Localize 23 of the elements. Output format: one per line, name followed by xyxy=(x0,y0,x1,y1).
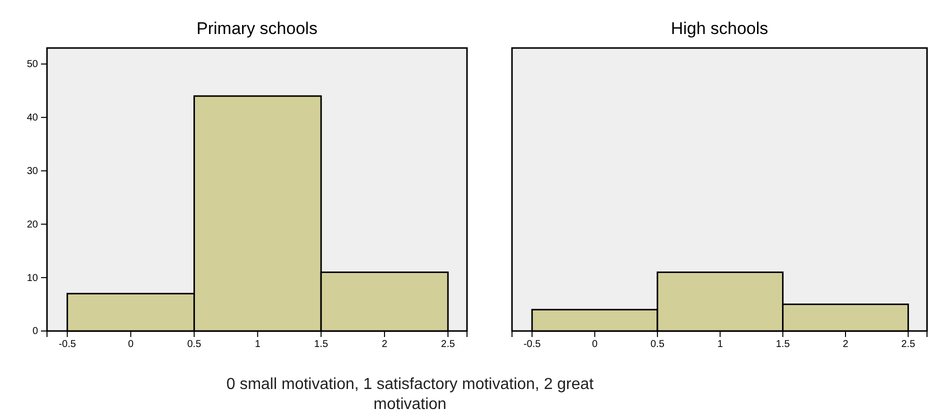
y-tick-label: 30 xyxy=(26,166,38,178)
text: 0 small motivation, 1 satisfactory motivation, 2 great motivation xyxy=(226,376,594,413)
y-tick-label: 10 xyxy=(26,272,38,284)
x-tick-label: 2 xyxy=(842,339,849,350)
x-tick-label: 0 xyxy=(592,339,598,350)
x-tick-label: 2.5 xyxy=(901,339,916,350)
y-tick-label: 40 xyxy=(26,112,38,124)
chart-title: Primary schools xyxy=(196,19,318,38)
y-tick-label: 20 xyxy=(26,219,38,230)
x-tick-label: 1 xyxy=(254,339,261,350)
x-tick-label: -0.5 xyxy=(523,339,542,350)
x-tick-label: 1.5 xyxy=(314,339,328,350)
x-tick-label: 2.5 xyxy=(441,339,456,350)
x-tick-label: 0.5 xyxy=(187,339,202,350)
chart-title: High schools xyxy=(670,19,768,38)
x-tick-label: 1.5 xyxy=(776,339,790,350)
x-tick-label: 0.5 xyxy=(650,339,665,350)
x-tick-label: 2 xyxy=(382,339,388,350)
x-tick-label: 1 xyxy=(717,339,724,350)
y-tick-label: 50 xyxy=(26,59,38,70)
y-tick-label: 0 xyxy=(32,326,38,338)
x-tick-label: 0 xyxy=(128,339,134,350)
x-tick-label: -0.5 xyxy=(58,339,76,350)
